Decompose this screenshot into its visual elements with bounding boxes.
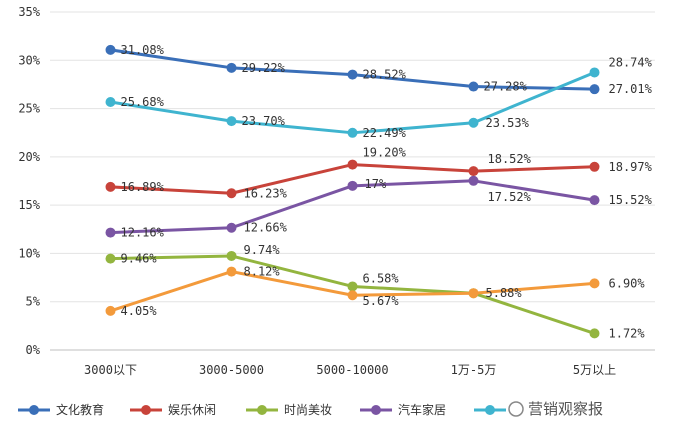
data-label: 5.67% [363,294,400,308]
legend-label: 文化教育 [56,402,104,417]
data-point [468,81,479,92]
legend-marker [371,405,381,415]
data-point [468,117,479,128]
data-point [589,84,600,95]
legend-label: 汽车家居 [398,402,446,417]
legend-label: 时尚美妆 [284,403,332,417]
data-point [105,181,116,192]
y-tick-label: 5% [26,295,41,309]
x-tick-label: 1万-5万 [451,363,497,377]
legend-marker [29,405,39,415]
data-label: 12.16% [121,226,165,240]
watermark-text: 营销观察报 [528,400,603,418]
data-label: 4.05% [121,304,158,318]
data-label: 9.74% [244,243,281,257]
data-point [226,266,237,277]
data-point [105,305,116,316]
data-label: 28.52% [363,68,407,82]
data-point [347,281,358,292]
data-label: 6.58% [363,271,400,285]
data-point [468,166,479,177]
data-label: 17.52% [488,190,532,204]
data-label: 28.74% [609,55,653,69]
data-point [226,188,237,199]
data-label: 9.46% [121,252,158,266]
data-point [226,116,237,127]
data-label: 22.49% [363,126,407,140]
data-point [347,180,358,191]
data-point [347,159,358,170]
data-label: 8.12% [244,265,281,279]
data-label: 19.20% [363,146,407,160]
data-label: 1.72% [609,326,646,340]
data-label: 6.90% [609,276,646,290]
data-point [105,44,116,55]
legend-label: 娱乐休闲 [168,403,216,417]
data-point [589,328,600,339]
legend: 文化教育 娱乐休闲 时尚美妆 汽车家居 [18,402,506,417]
data-label: 16.23% [244,186,288,200]
data-label: 18.52% [488,152,532,166]
y-tick-label: 20% [18,150,40,164]
y-tick-label: 25% [18,102,40,116]
data-point [589,278,600,289]
x-axis: 3000以下 3000-5000 5000-10000 1万-5万 5万以上 [84,363,616,377]
x-tick-label: 5万以上 [573,363,616,377]
data-point [468,175,479,186]
data-point [589,195,600,206]
data-point [589,161,600,172]
data-labels: 31.08% 29.22% 28.52% 27.28% 27.01% 16.89% 16.2… [121,43,653,341]
data-point [347,290,358,301]
y-tick-label: 10% [18,246,40,260]
data-label: 17% [365,177,387,191]
y-tick-label: 30% [18,53,40,67]
data-point [226,250,237,261]
data-label: 23.53% [486,116,530,130]
legend-marker [485,405,495,415]
data-label: 18.97% [609,160,653,174]
data-label: 29.22% [242,61,286,75]
watermark: 营销观察报 [508,400,603,418]
x-tick-label: 3000-5000 [199,363,264,377]
data-label: 31.08% [121,43,165,57]
legend-marker [141,405,151,415]
data-label: 16.89% [121,180,165,194]
y-axis: 0% 5% 10% 15% 20% 25% 30% 35% [18,5,40,357]
data-point [105,97,116,108]
data-label: 27.01% [609,82,653,96]
data-point [347,69,358,80]
x-tick-label: 3000以下 [84,363,137,377]
series-lines [105,44,600,339]
data-point [226,62,237,73]
data-label: 12.66% [244,221,288,235]
data-point [226,222,237,233]
data-label: 5.88% [486,286,523,300]
data-label: 25.68% [121,95,165,109]
data-label: 15.52% [609,193,653,207]
data-label: 27.28% [484,80,528,94]
data-point [589,67,600,78]
data-point [105,253,116,264]
y-tick-label: 35% [18,5,40,19]
y-tick-label: 15% [18,198,40,212]
y-tick-label: 0% [26,343,41,357]
data-point [105,227,116,238]
legend-marker [257,405,267,415]
watermark-logo-icon [508,401,524,417]
data-label: 23.70% [242,114,286,128]
data-point [347,127,358,138]
x-tick-label: 5000-10000 [316,363,388,377]
data-point [468,288,479,299]
